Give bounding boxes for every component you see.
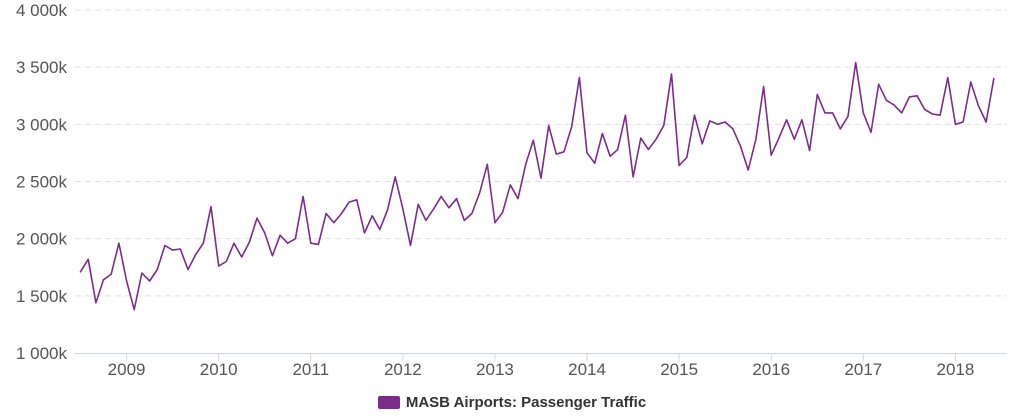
x-tick-label: 2017 <box>844 360 882 379</box>
x-tick-label: 2010 <box>200 360 238 379</box>
y-tick-label: 3 500k <box>16 58 68 77</box>
x-tick-label: 2013 <box>476 360 514 379</box>
x-tick-label: 2016 <box>752 360 790 379</box>
x-tick-label: 2009 <box>108 360 146 379</box>
y-tick-label: 2 500k <box>16 173 68 192</box>
grid-layer <box>75 9 1007 297</box>
y-tick-label: 2 000k <box>16 230 68 249</box>
axis-layer: 1 000k 1 500k 2 000k 2 500k 3 000k 3 500k 4 00… <box>16 1 1007 379</box>
legend-swatch-icon <box>377 396 400 409</box>
y-tick-label: 4 000k <box>16 1 68 20</box>
legend-item-passenger-traffic[interactable]: MASB Airports: Passenger Traffic <box>377 394 647 411</box>
series-layer <box>79 61 995 311</box>
line-chart: 1 000k 1 500k 2 000k 2 500k 3 000k 3 500k 4 00… <box>16 1 1007 379</box>
x-tick-label: 2018 <box>937 360 975 379</box>
y-tick-label: 3 000k <box>16 115 68 134</box>
x-tick-label: 2012 <box>384 360 422 379</box>
legend-label: MASB Airports: Passenger Traffic <box>405 394 647 411</box>
x-tick-label: 2011 <box>292 360 329 379</box>
x-tick-label: 2015 <box>660 360 698 379</box>
y-tick-label: 1 000k <box>16 344 68 363</box>
x-tick-label: 2014 <box>568 360 606 379</box>
legend: MASB Airports: Passenger Traffic <box>0 394 1024 413</box>
y-tick-label: 1 500k <box>16 287 68 306</box>
series-line-passenger-traffic[interactable] <box>79 61 995 311</box>
